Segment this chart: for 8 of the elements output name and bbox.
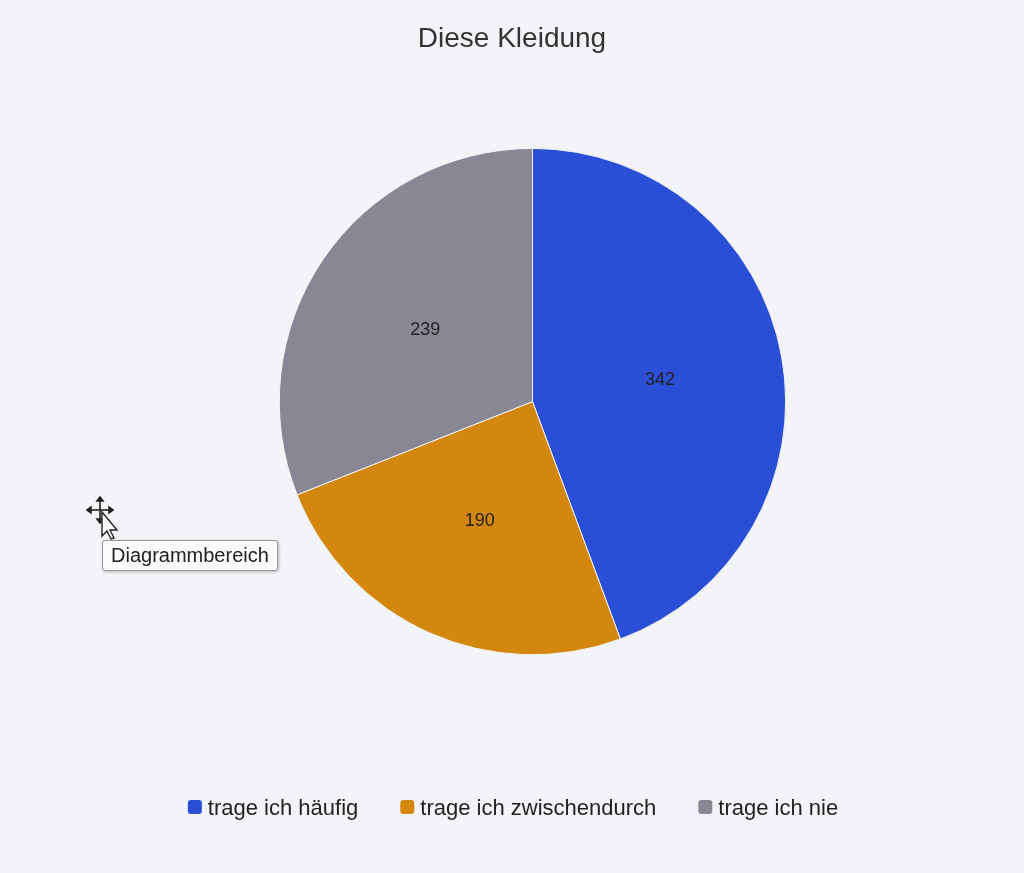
legend-label: trage ich zwischendurch: [420, 794, 657, 820]
legend-label: trage ich häufig: [207, 794, 359, 820]
chart-title: Diese Kleidung: [417, 21, 607, 53]
data-label: 239: [410, 318, 441, 339]
data-label: 342: [645, 368, 676, 389]
data-label: 190: [464, 509, 495, 530]
legend-label: trage ich nie: [718, 794, 839, 820]
text: Diagrammbereich: [102, 540, 278, 571]
